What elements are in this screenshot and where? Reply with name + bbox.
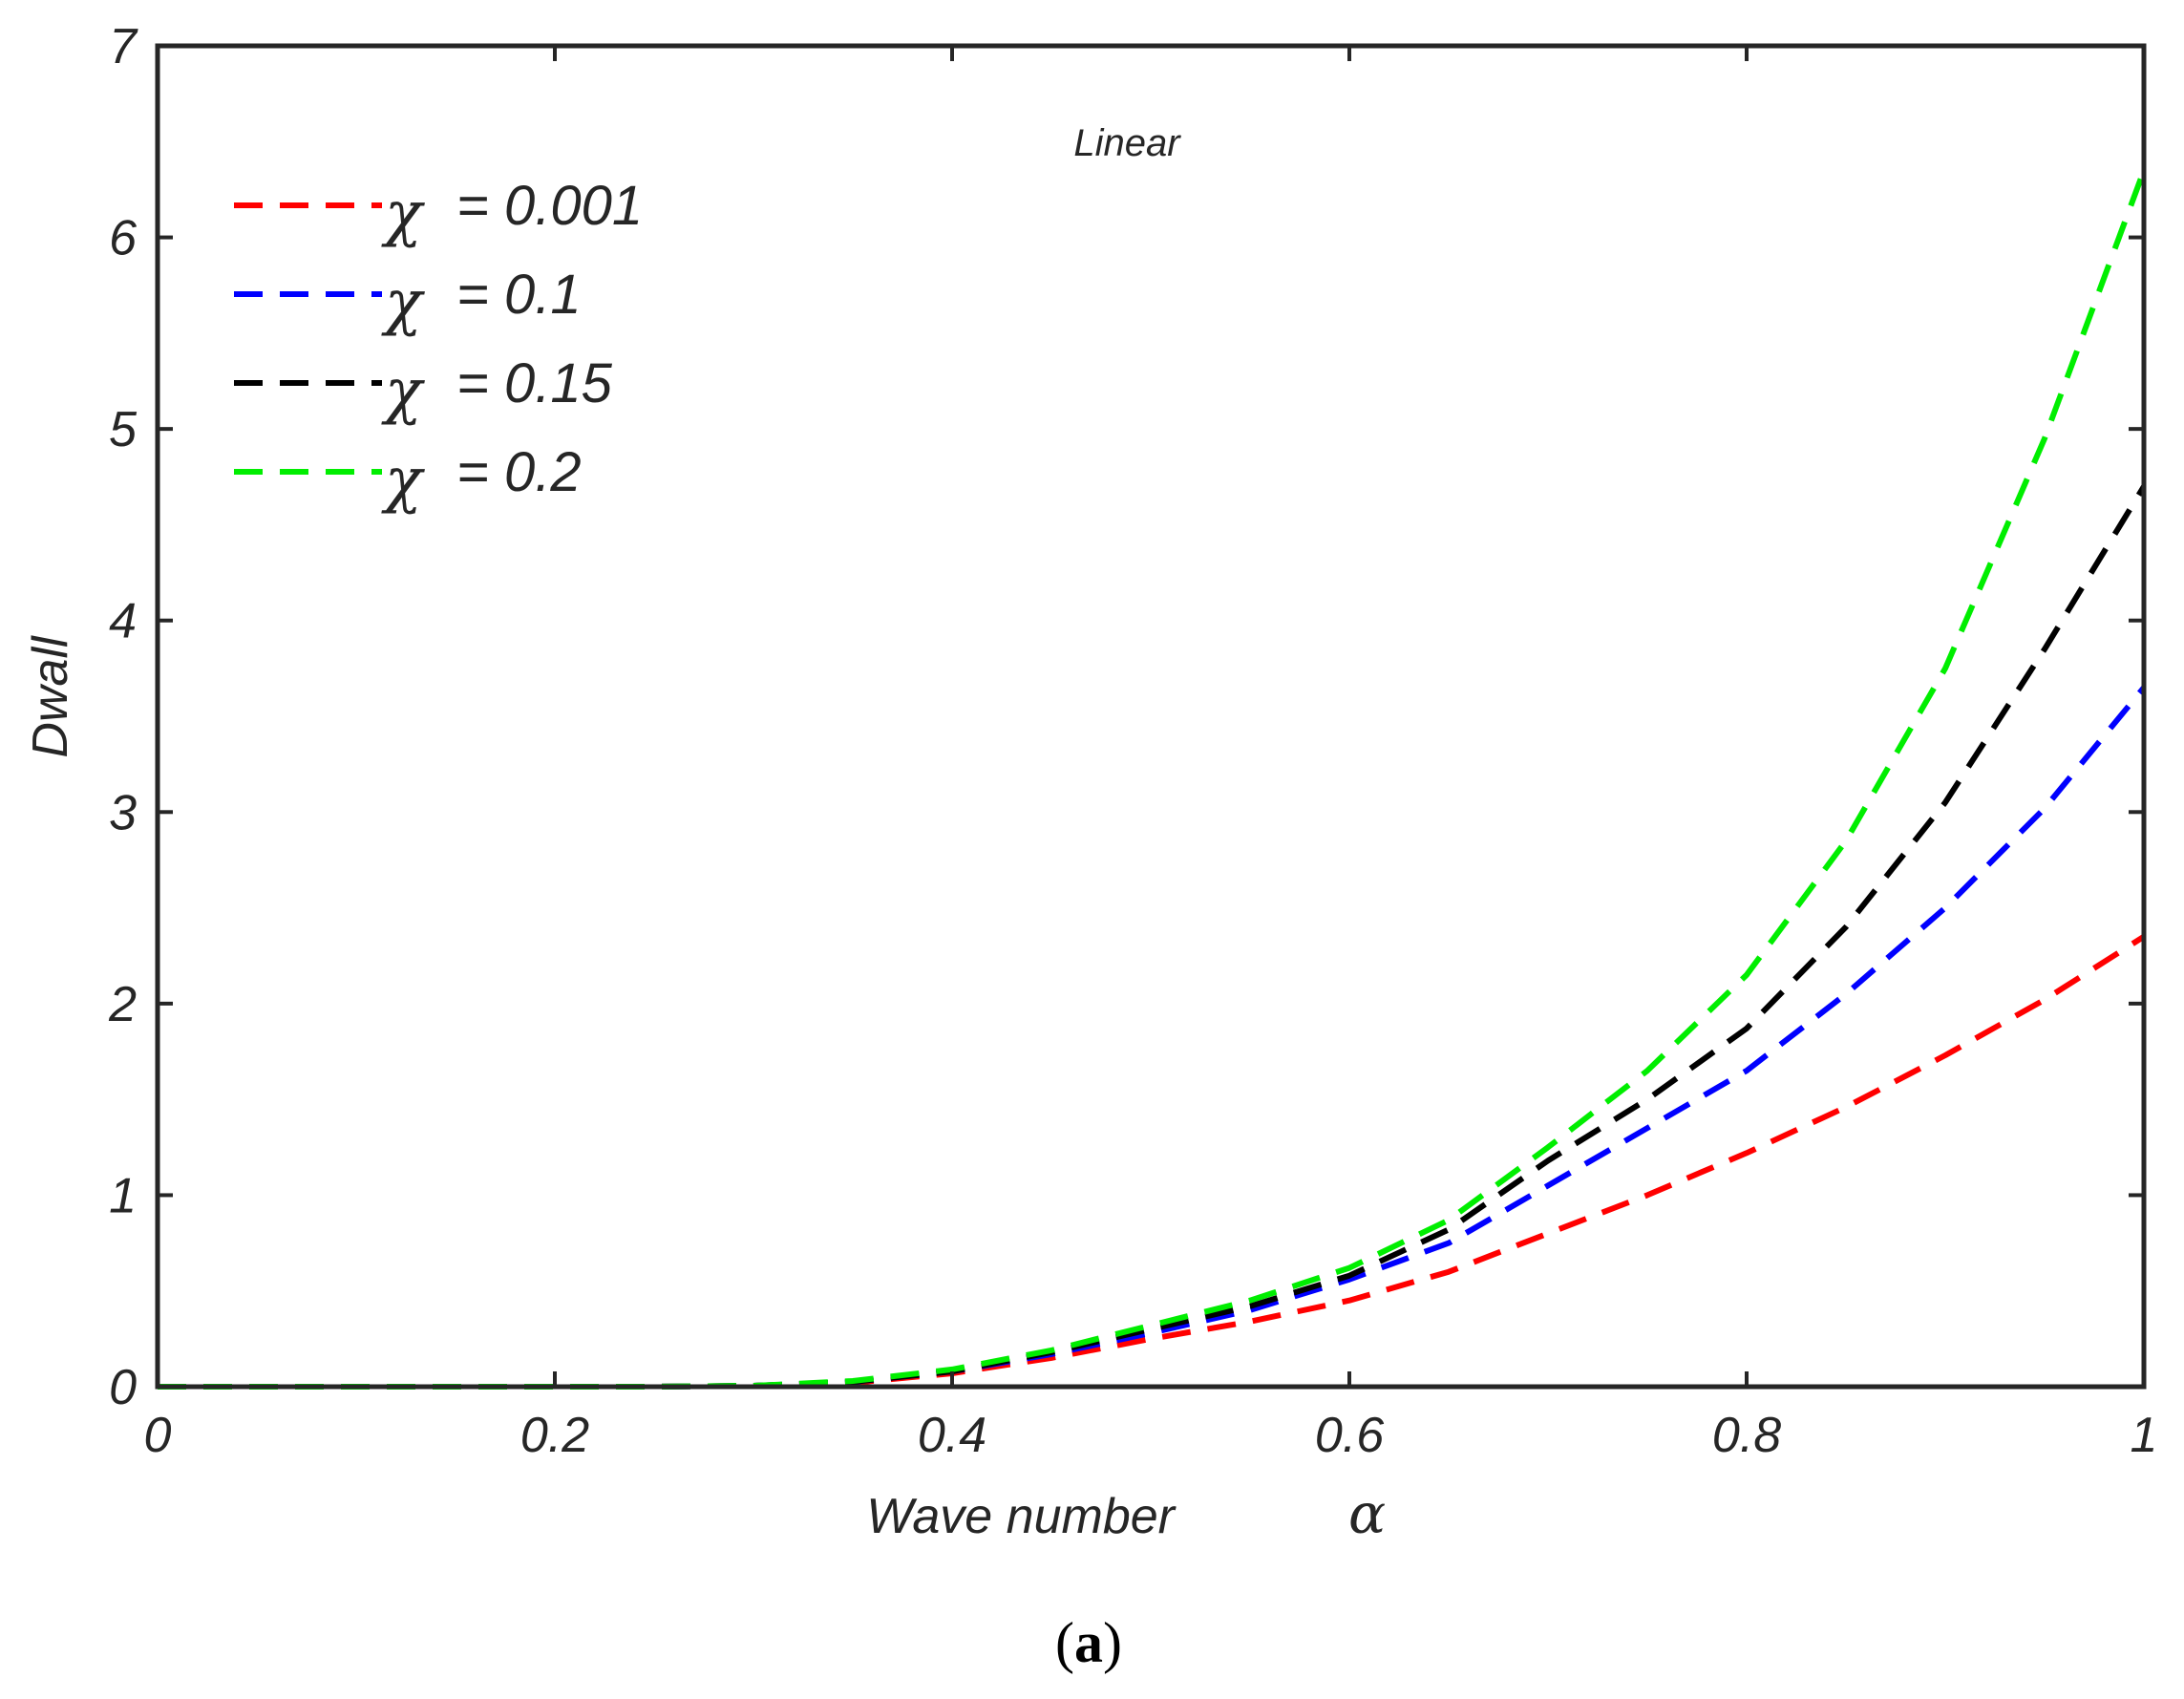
y-tick-label: 1 bbox=[109, 1168, 137, 1223]
legend-item: χ = 0.2 bbox=[234, 441, 582, 516]
tick-labels: 0 0.2 0.4 0.6 0.8 1 0 1 2 3 4 5 6 7 bbox=[108, 19, 2157, 1463]
legend: χ = 0.001 χ = 0.1 χ = 0.15 χ = 0.2 bbox=[234, 175, 643, 516]
x-tick-label: 0.2 bbox=[520, 1408, 589, 1463]
legend-label: = 0.2 bbox=[456, 441, 582, 503]
legend-label: = 0.15 bbox=[456, 352, 613, 414]
y-axis-label: Dwall bbox=[23, 635, 78, 758]
legend-item: χ = 0.001 bbox=[234, 175, 643, 249]
x-tick-label: 0.4 bbox=[918, 1408, 986, 1463]
caption-close: ) bbox=[1103, 1611, 1122, 1674]
x-axis-symbol: α bbox=[1348, 1481, 1386, 1546]
y-tick-label: 7 bbox=[109, 19, 138, 74]
x-axis-label: Wave number bbox=[866, 1489, 1177, 1544]
x-tick-label: 0 bbox=[144, 1408, 172, 1463]
y-tick-label: 6 bbox=[109, 211, 137, 266]
plot-background bbox=[158, 46, 2144, 1387]
figure-caption: (a) bbox=[1055, 1611, 1122, 1674]
legend-label: = 0.1 bbox=[456, 264, 582, 326]
legend-item: χ = 0.15 bbox=[234, 352, 613, 427]
y-tick-label: 4 bbox=[109, 594, 137, 649]
chart-title: Linear bbox=[1073, 122, 1181, 164]
x-tick-label: 0.8 bbox=[1712, 1408, 1781, 1463]
y-tick-label: 0 bbox=[109, 1360, 137, 1415]
y-tick-label: 2 bbox=[108, 977, 137, 1032]
legend-symbol: χ bbox=[381, 267, 425, 338]
legend-item: χ = 0.1 bbox=[234, 264, 582, 338]
y-tick-label: 5 bbox=[109, 402, 138, 457]
caption-open: ( bbox=[1055, 1611, 1074, 1674]
caption-letter: a bbox=[1074, 1611, 1103, 1674]
tick-marks bbox=[156, 44, 2146, 1389]
legend-symbol: χ bbox=[381, 445, 425, 516]
x-tick-label: 1 bbox=[2131, 1408, 2158, 1463]
legend-symbol: χ bbox=[381, 179, 425, 249]
x-tick-label: 0.6 bbox=[1315, 1408, 1384, 1463]
axes bbox=[155, 43, 2147, 1390]
legend-label: = 0.001 bbox=[456, 175, 643, 237]
plot-area bbox=[158, 46, 2144, 1387]
axes-box bbox=[155, 43, 2147, 1390]
legend-symbol: χ bbox=[381, 356, 425, 427]
y-tick-label: 3 bbox=[109, 785, 137, 840]
